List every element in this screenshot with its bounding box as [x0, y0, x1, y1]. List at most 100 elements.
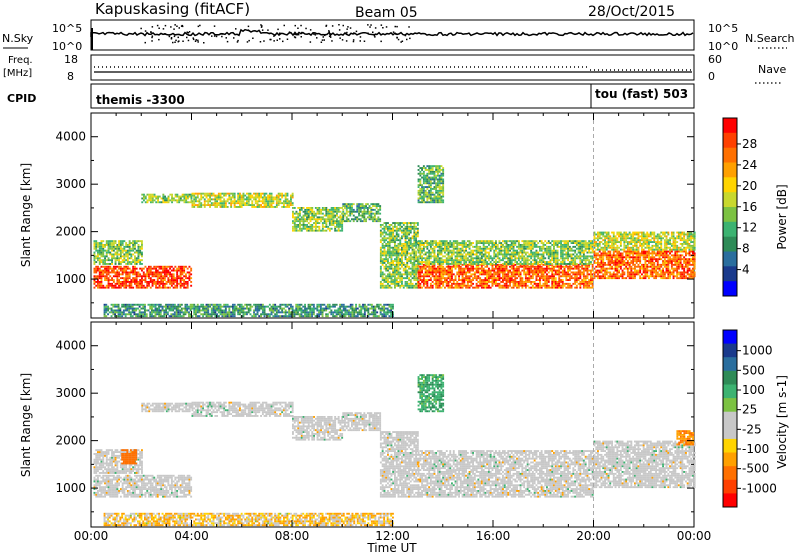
- data-cell: [507, 286, 510, 289]
- data-cell: [111, 284, 113, 287]
- data-cell: [190, 267, 193, 270]
- data-cell: [311, 227, 314, 230]
- nsky-dot: [373, 34, 376, 37]
- data-cell: [224, 206, 227, 208]
- data-cell: [646, 260, 649, 262]
- data-cell: [402, 235, 405, 238]
- data-cell: [114, 259, 117, 262]
- data-cell: [533, 251, 536, 254]
- data-cell: [395, 252, 398, 255]
- data-cell: [598, 254, 601, 257]
- data-cell: [132, 286, 135, 289]
- data-cell: [496, 255, 499, 258]
- data-cell: [584, 277, 587, 280]
- data-cell: [125, 249, 128, 252]
- data-cell: [663, 262, 666, 264]
- data-cell: [409, 273, 412, 276]
- data-cell: [395, 269, 398, 272]
- data-cell: [237, 194, 240, 197]
- data-cell: [162, 269, 164, 272]
- data-cell: [93, 244, 96, 246]
- data-cell: [428, 249, 431, 252]
- data-cell: [509, 257, 511, 260]
- data-cell: [565, 277, 568, 280]
- data-cell: [290, 198, 292, 201]
- nsky-dot: [189, 34, 191, 36]
- data-cell: [509, 263, 511, 265]
- data-cell: [417, 286, 420, 289]
- data-cell: [309, 207, 312, 209]
- data-cell: [183, 199, 186, 202]
- data-cell: [619, 273, 622, 276]
- data-cell: [411, 269, 414, 272]
- data-cell: [445, 244, 448, 246]
- data-cell: [352, 220, 355, 223]
- data-cell: [528, 277, 531, 280]
- data-cell: [239, 198, 241, 201]
- data-cell: [437, 261, 439, 263]
- nsky-dot: [394, 25, 396, 28]
- nsky-dot: [252, 37, 254, 39]
- data-cell: [445, 271, 448, 274]
- data-cell: [379, 220, 382, 223]
- data-cell: [605, 269, 608, 272]
- data-cell: [102, 247, 105, 250]
- data-cell: [190, 197, 193, 200]
- data-cell: [151, 279, 154, 281]
- data-cell: [526, 281, 529, 283]
- data-cell: [207, 198, 210, 201]
- data-cell: [327, 216, 330, 219]
- data-cell: [379, 207, 382, 209]
- data-cell: [306, 216, 308, 219]
- data-cell: [526, 273, 529, 276]
- data-cell: [275, 206, 278, 208]
- data-cell: [402, 229, 405, 232]
- data-cell: [392, 275, 395, 278]
- data-cell: [388, 224, 391, 226]
- data-cell: [321, 224, 324, 226]
- data-cell: [404, 229, 407, 232]
- data-cell: [472, 257, 474, 260]
- data-cell: [554, 281, 557, 283]
- data-cell: [135, 267, 138, 270]
- data-cell: [394, 252, 396, 255]
- data-cell: [100, 284, 103, 287]
- data-cell: [658, 267, 661, 270]
- data-cell: [142, 279, 145, 281]
- data-cell: [132, 277, 135, 280]
- data-cell: [160, 279, 163, 281]
- data-cell: [530, 245, 533, 248]
- data-cell: [516, 249, 518, 252]
- data-cell: [397, 282, 400, 285]
- data-cell: [521, 240, 524, 243]
- data-cell: [397, 273, 400, 276]
- data-cell: [465, 257, 467, 260]
- data-cell: [318, 216, 321, 219]
- data-cell: [588, 255, 591, 258]
- data-cell: [495, 265, 497, 268]
- data-cell: [341, 227, 344, 230]
- data-cell: [649, 263, 652, 266]
- data-cell: [660, 250, 663, 253]
- data-cell: [415, 252, 417, 255]
- data-cell: [295, 224, 298, 226]
- data-cell: [102, 273, 105, 276]
- data-cell: [519, 277, 522, 280]
- beam-title: Beam 05: [355, 5, 418, 21]
- data-cell: [577, 251, 580, 254]
- data-cell: [572, 267, 575, 270]
- data-cell: [630, 277, 633, 280]
- data-cell: [198, 200, 201, 203]
- data-cell: [561, 259, 564, 262]
- data-cell: [395, 225, 398, 228]
- data-cell: [581, 242, 584, 244]
- data-cell: [456, 281, 459, 283]
- data-cell: [505, 251, 508, 254]
- data-cell: [498, 251, 501, 254]
- data-cell: [568, 255, 571, 258]
- data-cell: [119, 281, 122, 283]
- data-cell: [162, 286, 164, 289]
- data-cell: [605, 271, 608, 274]
- data-cell: [417, 271, 420, 274]
- data-cell: [345, 218, 348, 221]
